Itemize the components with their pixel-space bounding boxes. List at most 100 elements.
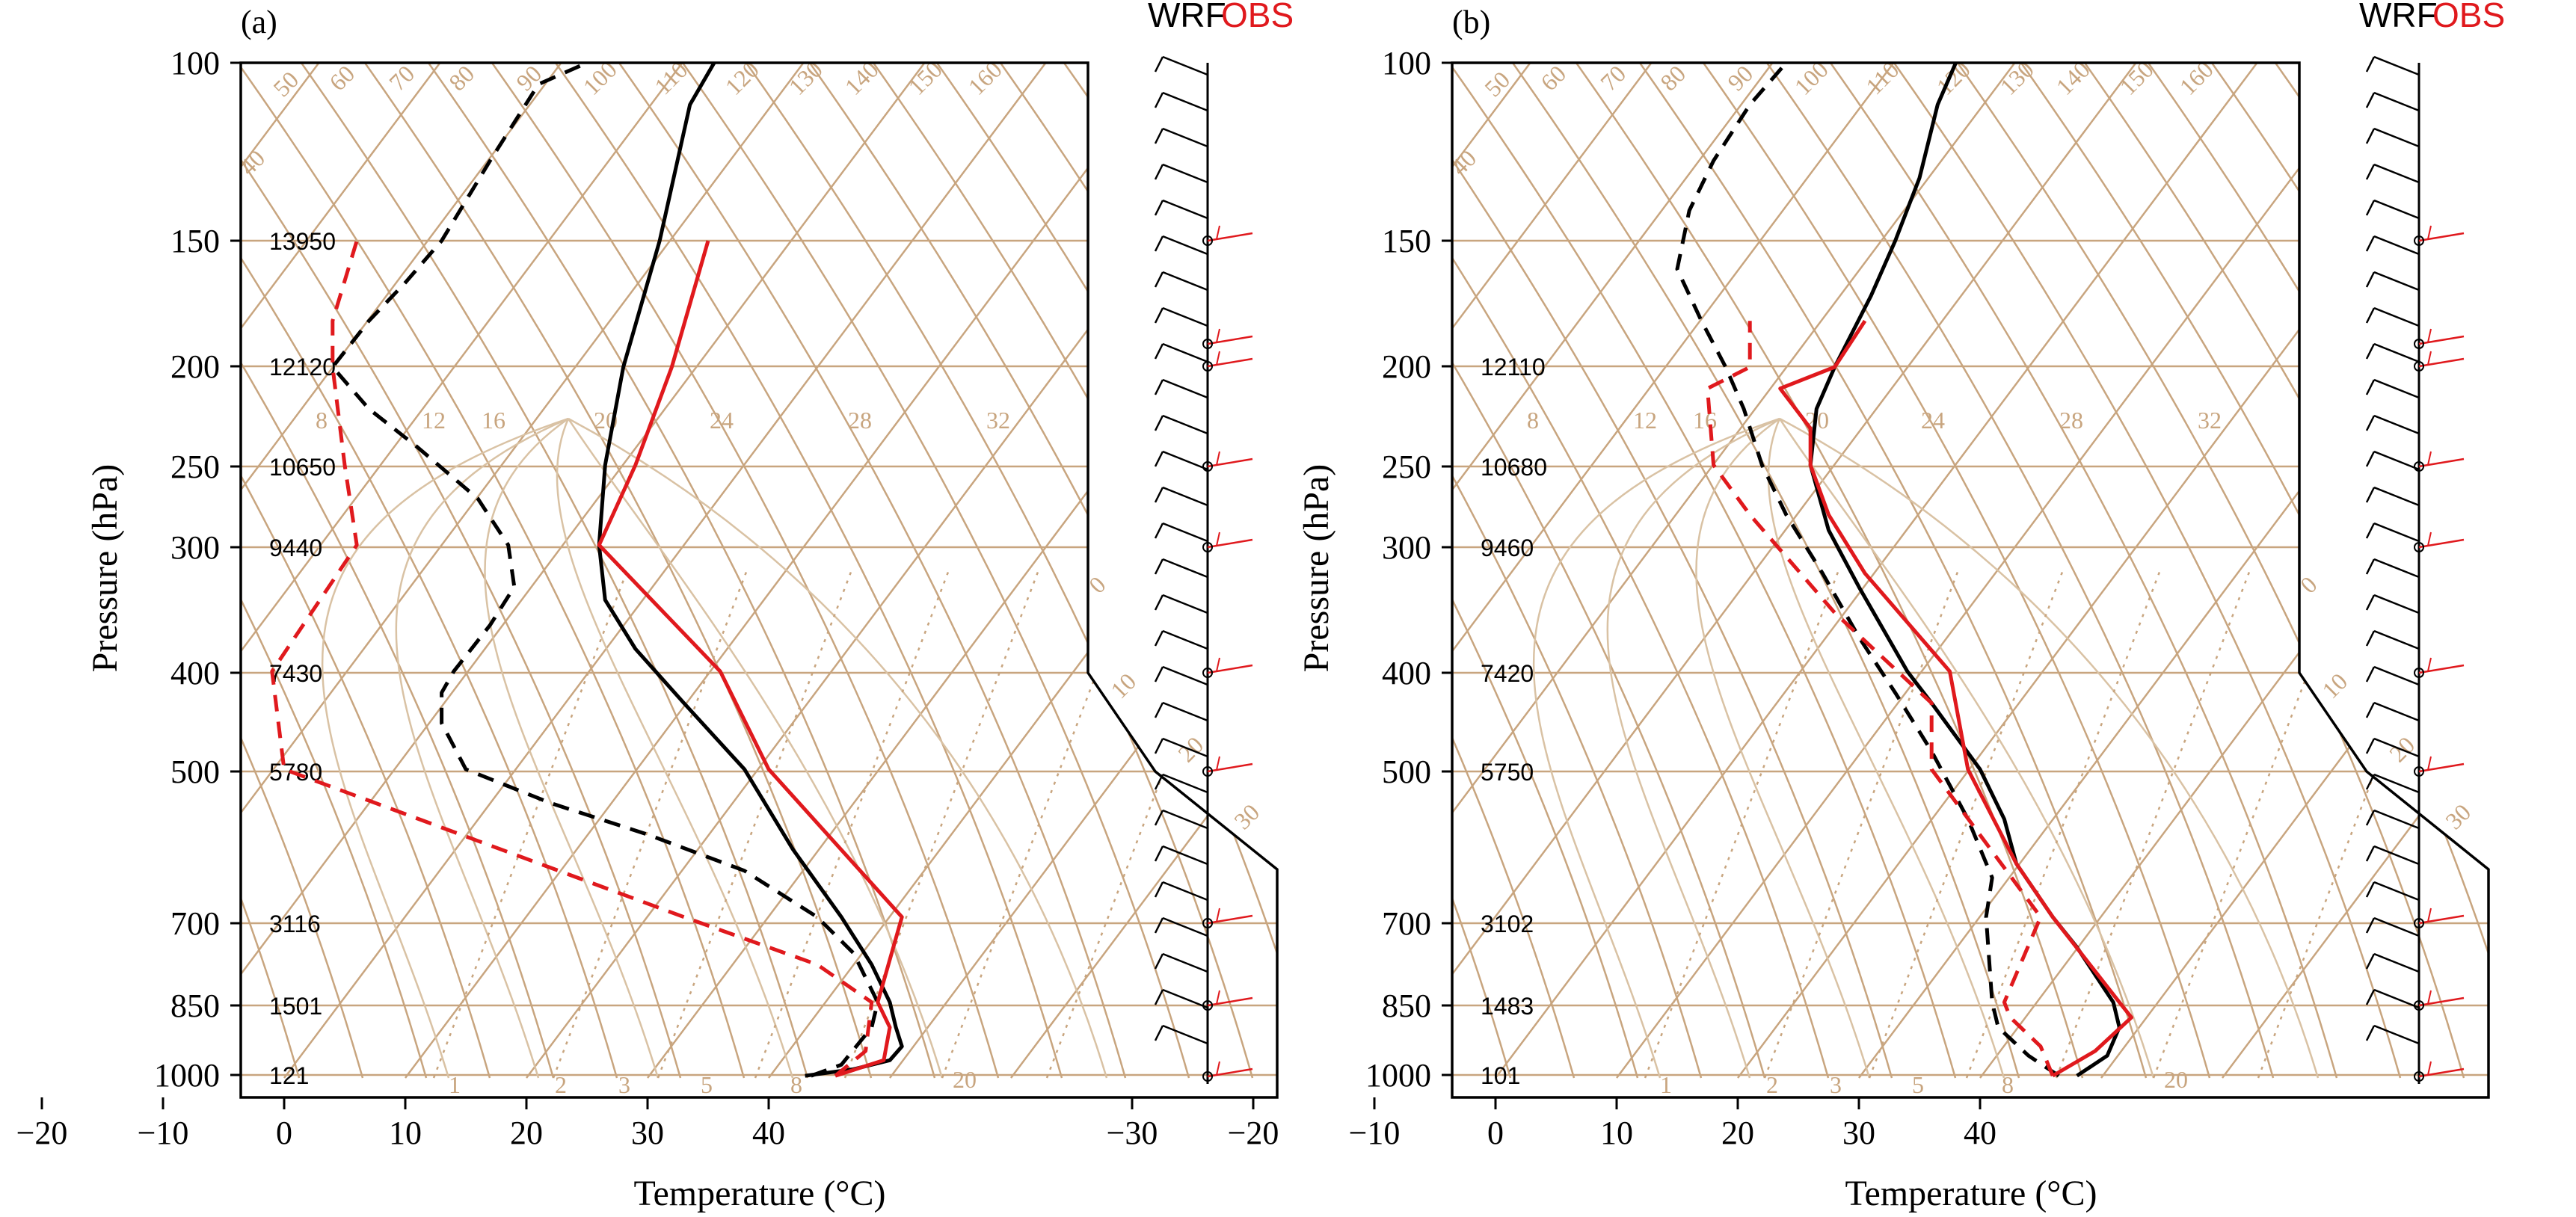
wrf-wind-barb <box>1162 522 1208 543</box>
mixing-ratio-line <box>1868 567 2065 1079</box>
isotherm-label: 20 <box>2164 1066 2188 1093</box>
wrf-wind-barb-feather <box>1154 451 1164 467</box>
dry-adiabat-line <box>241 63 682 1079</box>
mixing-ratio-line <box>2152 567 2349 1079</box>
series-obs-temperature-line <box>597 240 904 1078</box>
wrf-wind-barb-feather <box>1154 774 1164 790</box>
obs-wind-barb-feather <box>2427 657 2432 672</box>
y-tick-label: 850 <box>1382 988 1431 1024</box>
moist-adiabat-label: 30 <box>2440 798 2476 834</box>
x-tick-label: −20 <box>16 1115 68 1151</box>
wrf-wind-barb <box>1162 1024 1208 1045</box>
dry-adiabat-label: 60 <box>1535 60 1571 96</box>
height-label: 3102 <box>1481 911 1534 937</box>
dry-adiabat-line <box>1452 63 1703 1079</box>
isotherm-label: 16 <box>482 407 505 434</box>
obs-wind-barb <box>1207 1067 1253 1078</box>
obs-wind-barb <box>1207 762 1253 773</box>
obs-wind-barb <box>1207 357 1253 368</box>
wrf-wind-barb-feather <box>2365 164 2376 180</box>
moist-adiabat-line <box>1695 417 1871 1079</box>
calm-marker <box>1202 339 1213 349</box>
mixing-ratio-label: 5 <box>1912 1071 1924 1098</box>
calm-marker <box>2414 361 2424 372</box>
isotherm-line <box>1495 63 2258 1079</box>
mixing-ratio-line <box>1045 567 1243 1079</box>
isotherm-line <box>1452 63 2016 1079</box>
y-tick-label: 500 <box>170 754 220 790</box>
wrf-wind-barb-feather <box>1154 56 1164 73</box>
dry-adiabat-line <box>713 63 1254 1079</box>
isotherm-label: 8 <box>316 407 328 434</box>
dry-adiabat-line <box>2369 63 2489 1079</box>
wrf-wind-barb <box>1162 629 1208 650</box>
dry-adiabat-line <box>1452 63 1639 1079</box>
x-tick-label: 0 <box>1487 1115 1504 1151</box>
moist-adiabat-line <box>1532 417 1780 1079</box>
calm-marker <box>2414 668 2424 678</box>
dry-adiabat-line <box>2178 63 2489 1079</box>
mixing-ratio-line <box>1965 567 2162 1079</box>
obs-wind-barb-feather <box>1216 908 1220 922</box>
wrf-wind-barb <box>2373 809 2420 830</box>
wrf-wind-barb-feather <box>2365 235 2376 252</box>
wrf-wind-barb <box>2373 450 2420 471</box>
wrf-wind-barb <box>2373 306 2420 327</box>
obs-wind-barb-feather <box>1216 1061 1220 1076</box>
calm-marker <box>1202 361 1213 372</box>
obs-wind-barb <box>2418 1067 2465 1078</box>
wrf-wind-barb <box>2373 988 2420 1009</box>
wrf-wind-barb-feather <box>1154 845 1164 862</box>
dry-adiabat-line <box>1452 63 1830 1079</box>
isotherm-line <box>241 63 805 1079</box>
x-tick-label: 30 <box>1842 1115 1875 1151</box>
dry-adiabat-label: 50 <box>1479 66 1515 102</box>
wrf-wind-barb <box>1162 486 1208 507</box>
isotherm-line <box>0 63 77 1078</box>
mixing-ratio-line <box>2055 567 2252 1079</box>
y-tick-label: 300 <box>1382 529 1431 566</box>
x-tick-label: −10 <box>138 1115 189 1151</box>
wrf-wind-barb <box>2373 522 2420 543</box>
height-label: 13950 <box>269 228 336 255</box>
wrf-wind-barb <box>2373 881 2420 902</box>
isotherm-line <box>241 63 562 1079</box>
isotherm-label: 8 <box>1527 407 1539 434</box>
moist-adiabat-line <box>568 417 1108 1079</box>
obs-wind-barb <box>1207 914 1253 925</box>
wrf-wind-barb-feather <box>1154 164 1164 180</box>
wrf-wind-barb <box>2373 199 2420 220</box>
wrf-wind-barb-feather <box>2365 917 2376 934</box>
wrf-wind-barb <box>1162 55 1208 76</box>
wrf-wind-barb-feather <box>1154 487 1164 503</box>
height-label: 1501 <box>269 993 322 1020</box>
height-label: 9460 <box>1481 534 1534 561</box>
y-tick-label: 700 <box>1382 905 1431 942</box>
wrf-wind-barb-feather <box>2365 128 2376 144</box>
wrf-wind-barb <box>1162 378 1208 399</box>
legend-wrf: WRF <box>2359 0 2438 34</box>
panel-label: (a) <box>241 4 277 40</box>
wrf-wind-barb <box>1162 127 1208 148</box>
obs-wind-barb-feather <box>2427 451 2432 466</box>
x-axis-title: Temperature (°C) <box>1845 1174 2097 1213</box>
wrf-wind-barb-feather <box>1154 307 1164 324</box>
moist-adiabat-line <box>1767 418 2005 1079</box>
wrf-wind-barb <box>1162 199 1208 220</box>
moist-adiabat-line <box>556 418 794 1079</box>
calm-marker <box>2414 766 2424 777</box>
wrf-wind-barb-feather <box>2365 594 2376 611</box>
obs-wind-barb-feather <box>2427 990 2432 1005</box>
x-tick-label: −10 <box>1349 1115 1401 1151</box>
series-obs-dewpoint-line <box>270 240 874 1078</box>
mixing-ratio-line <box>657 567 854 1079</box>
wrf-wind-barb-feather <box>1154 630 1164 647</box>
mixing-ratio-line <box>1763 567 1961 1079</box>
dry-adiabat-line <box>1452 63 1576 1079</box>
isotherm-label: 28 <box>848 407 872 434</box>
wrf-wind-barb <box>1162 988 1208 1009</box>
series-wrf-dewpoint-line <box>1675 61 2060 1078</box>
obs-wind-barb <box>2418 457 2465 468</box>
wrf-wind-barb <box>1162 342 1208 363</box>
